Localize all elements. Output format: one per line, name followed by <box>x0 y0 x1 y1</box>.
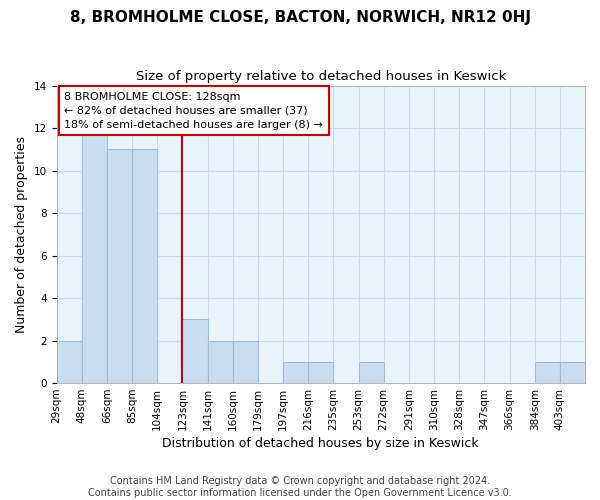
Bar <box>107 150 132 383</box>
Bar <box>132 150 157 383</box>
Y-axis label: Number of detached properties: Number of detached properties <box>15 136 28 333</box>
Bar <box>233 340 258 383</box>
Title: Size of property relative to detached houses in Keswick: Size of property relative to detached ho… <box>136 70 506 83</box>
Bar <box>283 362 308 383</box>
Bar <box>208 340 233 383</box>
Text: 8, BROMHOLME CLOSE, BACTON, NORWICH, NR12 0HJ: 8, BROMHOLME CLOSE, BACTON, NORWICH, NR1… <box>70 10 530 25</box>
Bar <box>308 362 334 383</box>
Text: Contains HM Land Registry data © Crown copyright and database right 2024.
Contai: Contains HM Land Registry data © Crown c… <box>88 476 512 498</box>
X-axis label: Distribution of detached houses by size in Keswick: Distribution of detached houses by size … <box>163 437 479 450</box>
Bar <box>56 340 82 383</box>
Text: 8 BROMHOLME CLOSE: 128sqm
← 82% of detached houses are smaller (37)
18% of semi-: 8 BROMHOLME CLOSE: 128sqm ← 82% of detac… <box>64 92 323 130</box>
Bar <box>82 128 107 383</box>
Bar <box>359 362 383 383</box>
Bar <box>560 362 585 383</box>
Bar <box>182 320 208 383</box>
Bar <box>535 362 560 383</box>
